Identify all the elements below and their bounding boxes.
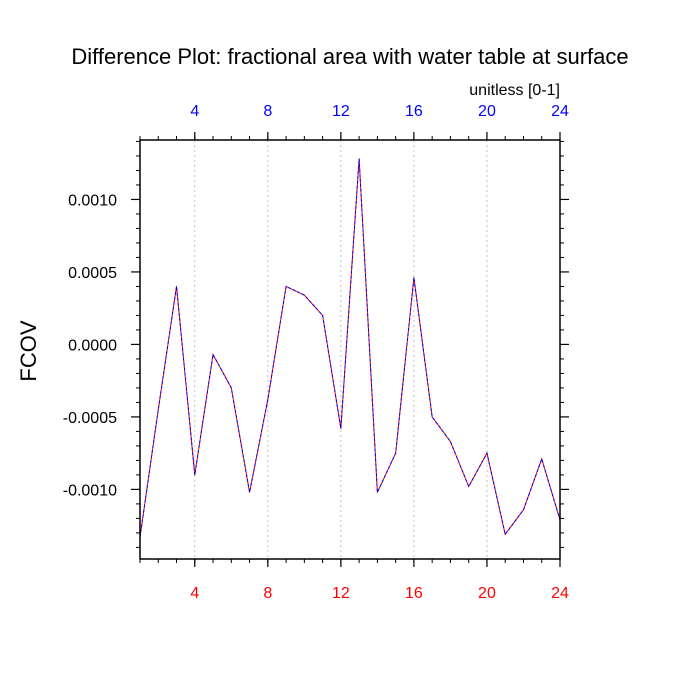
data-point [522,509,525,511]
series-layer [139,158,561,538]
series-line-red [139,158,561,538]
data-point [431,416,433,418]
data-point [413,277,415,279]
data-point [285,285,287,288]
chart-title: Difference Plot: fractional area with wa… [71,44,628,69]
data-point [468,485,470,488]
data-point [230,387,232,389]
top-x-tick-label: 4 [190,103,199,120]
y-tick-label: 0.0010 [68,192,117,209]
data-point [395,452,397,454]
data-point [194,474,196,476]
plot-frame [139,139,561,560]
series-line-blue [139,158,561,538]
grid-lines [194,140,488,559]
bottom-x-tick-label: 24 [551,585,569,602]
top-x-tick-label: 20 [478,103,496,120]
data-point [303,294,305,296]
data-point [212,353,214,356]
top-x-tick-label: 8 [263,103,272,120]
data-point [248,491,251,493]
bottom-x-tick-label: 20 [478,585,496,602]
y-tick-label: 0.0005 [68,265,117,282]
y-tick-label: -0.0010 [63,482,117,499]
data-point [340,427,342,430]
bottom-x-tick-label: 4 [190,585,199,602]
data-point [376,491,378,493]
top-x-tick-label: 16 [405,103,423,120]
y-tick-label: -0.0005 [63,410,117,427]
y-tick-label: 0.0000 [68,337,117,354]
bottom-x-tick-label: 8 [263,585,272,602]
data-point [504,533,506,535]
top-x-tick-label: 24 [551,103,569,120]
data-point [322,314,324,317]
top-x-tick-label: 12 [332,103,350,120]
bottom-x-tick-label: 16 [405,585,423,602]
tick-labels: 4 4 8 8 12 12 16 16 20 20 24 24 0.0010 0.0005 0.0000 -0… [63,103,569,602]
data-point [267,398,269,401]
data-point [175,285,178,288]
data-point [358,158,360,160]
data-point [157,409,159,411]
axis-ticks [131,132,569,567]
data-point [449,440,452,443]
y-axis-label: FCOV [16,320,41,381]
data-point [541,458,543,460]
units-label: unitless [0-1] [469,82,560,99]
data-point [486,452,488,454]
bottom-x-tick-label: 12 [332,585,350,602]
